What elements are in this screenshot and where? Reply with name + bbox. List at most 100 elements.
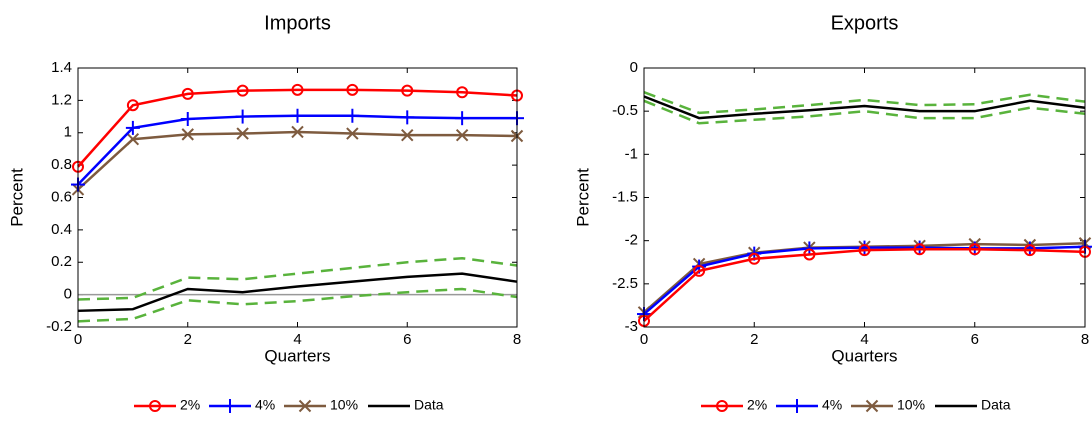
point-stroke: [455, 128, 469, 142]
band-upper: [643, 91, 1086, 115]
point: [181, 128, 194, 141]
x-tick-label: 0: [640, 331, 648, 348]
point: [291, 125, 304, 139]
x-tick-label: 0: [74, 331, 82, 348]
y-tick-label: -2: [625, 232, 638, 249]
point: [291, 83, 304, 96]
x-tick-label: 6: [971, 331, 979, 348]
point-stroke: [181, 128, 194, 141]
point-stroke: [346, 127, 359, 140]
subplot: ImportsQuartersPercent-0.200.20.40.60.81…: [7, 12, 524, 413]
x-tick-label: 4: [860, 331, 868, 348]
point: [126, 133, 140, 146]
point: [181, 87, 194, 100]
axes-box: [643, 67, 1086, 328]
y-tick-label: 1.4: [51, 59, 72, 76]
point: [235, 109, 250, 124]
point: [858, 244, 871, 257]
x-tick-label: 4: [293, 331, 301, 348]
y-tick-label: 1.2: [51, 91, 72, 108]
series-line: [643, 248, 1086, 322]
band-upper: [77, 256, 518, 301]
point-stroke: [126, 133, 140, 146]
y-tick-label: 0: [630, 59, 638, 76]
y-tick-label: 0.6: [51, 188, 72, 205]
point: [456, 86, 469, 99]
point-stroke: [401, 128, 414, 142]
y-axis-label: Percent: [573, 168, 592, 227]
x-tick-label: 8: [1081, 331, 1089, 348]
legend-label: 10%: [897, 397, 925, 413]
legend-label: 2%: [180, 397, 200, 413]
point: [346, 83, 359, 96]
legend-marker-stroke: [298, 399, 312, 413]
point: [401, 84, 414, 97]
y-tick-label: 0: [64, 286, 72, 303]
legend-label: 4%: [822, 397, 842, 413]
series-line: [77, 114, 517, 186]
y-tick-label: -0.5: [612, 102, 638, 119]
point: [236, 127, 249, 140]
legend-marker: [223, 399, 237, 413]
y-tick-label: -2.5: [612, 275, 638, 292]
point: [693, 264, 706, 277]
point: [455, 111, 470, 126]
y-tick-label: -0.2: [46, 318, 72, 335]
y-axis-label: Percent: [7, 168, 26, 227]
axes-box: [77, 67, 518, 328]
legend-label: 4%: [255, 397, 275, 413]
point-stroke: [291, 125, 304, 139]
x-tick-label: 6: [403, 331, 411, 348]
y-tick-label: -1.5: [612, 188, 638, 205]
legend-marker-stroke: [865, 399, 879, 413]
legend-marker: [865, 399, 879, 413]
chart-title: Imports: [264, 12, 331, 34]
point: [290, 108, 305, 123]
series-line: [77, 272, 518, 313]
point: [125, 120, 140, 135]
point: [455, 128, 469, 142]
legend-label: 2%: [747, 397, 767, 413]
point: [802, 241, 817, 256]
y-tick-label: -3: [625, 318, 638, 335]
legend-label: 10%: [330, 397, 358, 413]
x-axis-label: Quarters: [831, 346, 897, 365]
point: [401, 128, 414, 142]
point: [1023, 244, 1036, 257]
point: [346, 127, 359, 140]
point: [236, 84, 249, 97]
subplot: Exports Quarters Percent -3 -2.5 -2 -1.5 -1 -0.5…: [573, 12, 1092, 413]
point: [748, 252, 761, 265]
point: [400, 110, 415, 125]
band-lower: [77, 287, 518, 323]
y-tick-label: 0.8: [51, 156, 72, 173]
point: [913, 243, 926, 256]
x-tick-label: 8: [513, 331, 521, 348]
legend-marker: [298, 399, 312, 413]
legend-label: Data: [414, 397, 444, 413]
chart-title: Exports: [831, 12, 899, 34]
point-stroke: [236, 127, 249, 140]
point: [126, 99, 139, 112]
point: [180, 111, 195, 126]
x-tick-label: 2: [184, 331, 192, 348]
y-tick-label: 1: [64, 124, 72, 141]
band-lower: [643, 99, 1086, 125]
y-tick-label: -1: [625, 145, 638, 162]
legend-label: Data: [981, 397, 1011, 413]
y-tick-label: 0.2: [51, 253, 72, 270]
series-line: [77, 130, 518, 191]
legend-marker: [716, 400, 728, 412]
point: [968, 243, 981, 256]
x-axis-label: Quarters: [264, 346, 330, 365]
y-tick-label: 0.4: [51, 221, 72, 238]
legend-marker: [149, 400, 161, 412]
series-line: [643, 95, 1086, 120]
x-tick-label: 2: [750, 331, 758, 348]
series-line: [643, 245, 1086, 315]
point: [803, 248, 816, 261]
legend-marker: [790, 399, 804, 413]
point: [345, 108, 360, 123]
series-line: [77, 88, 518, 168]
